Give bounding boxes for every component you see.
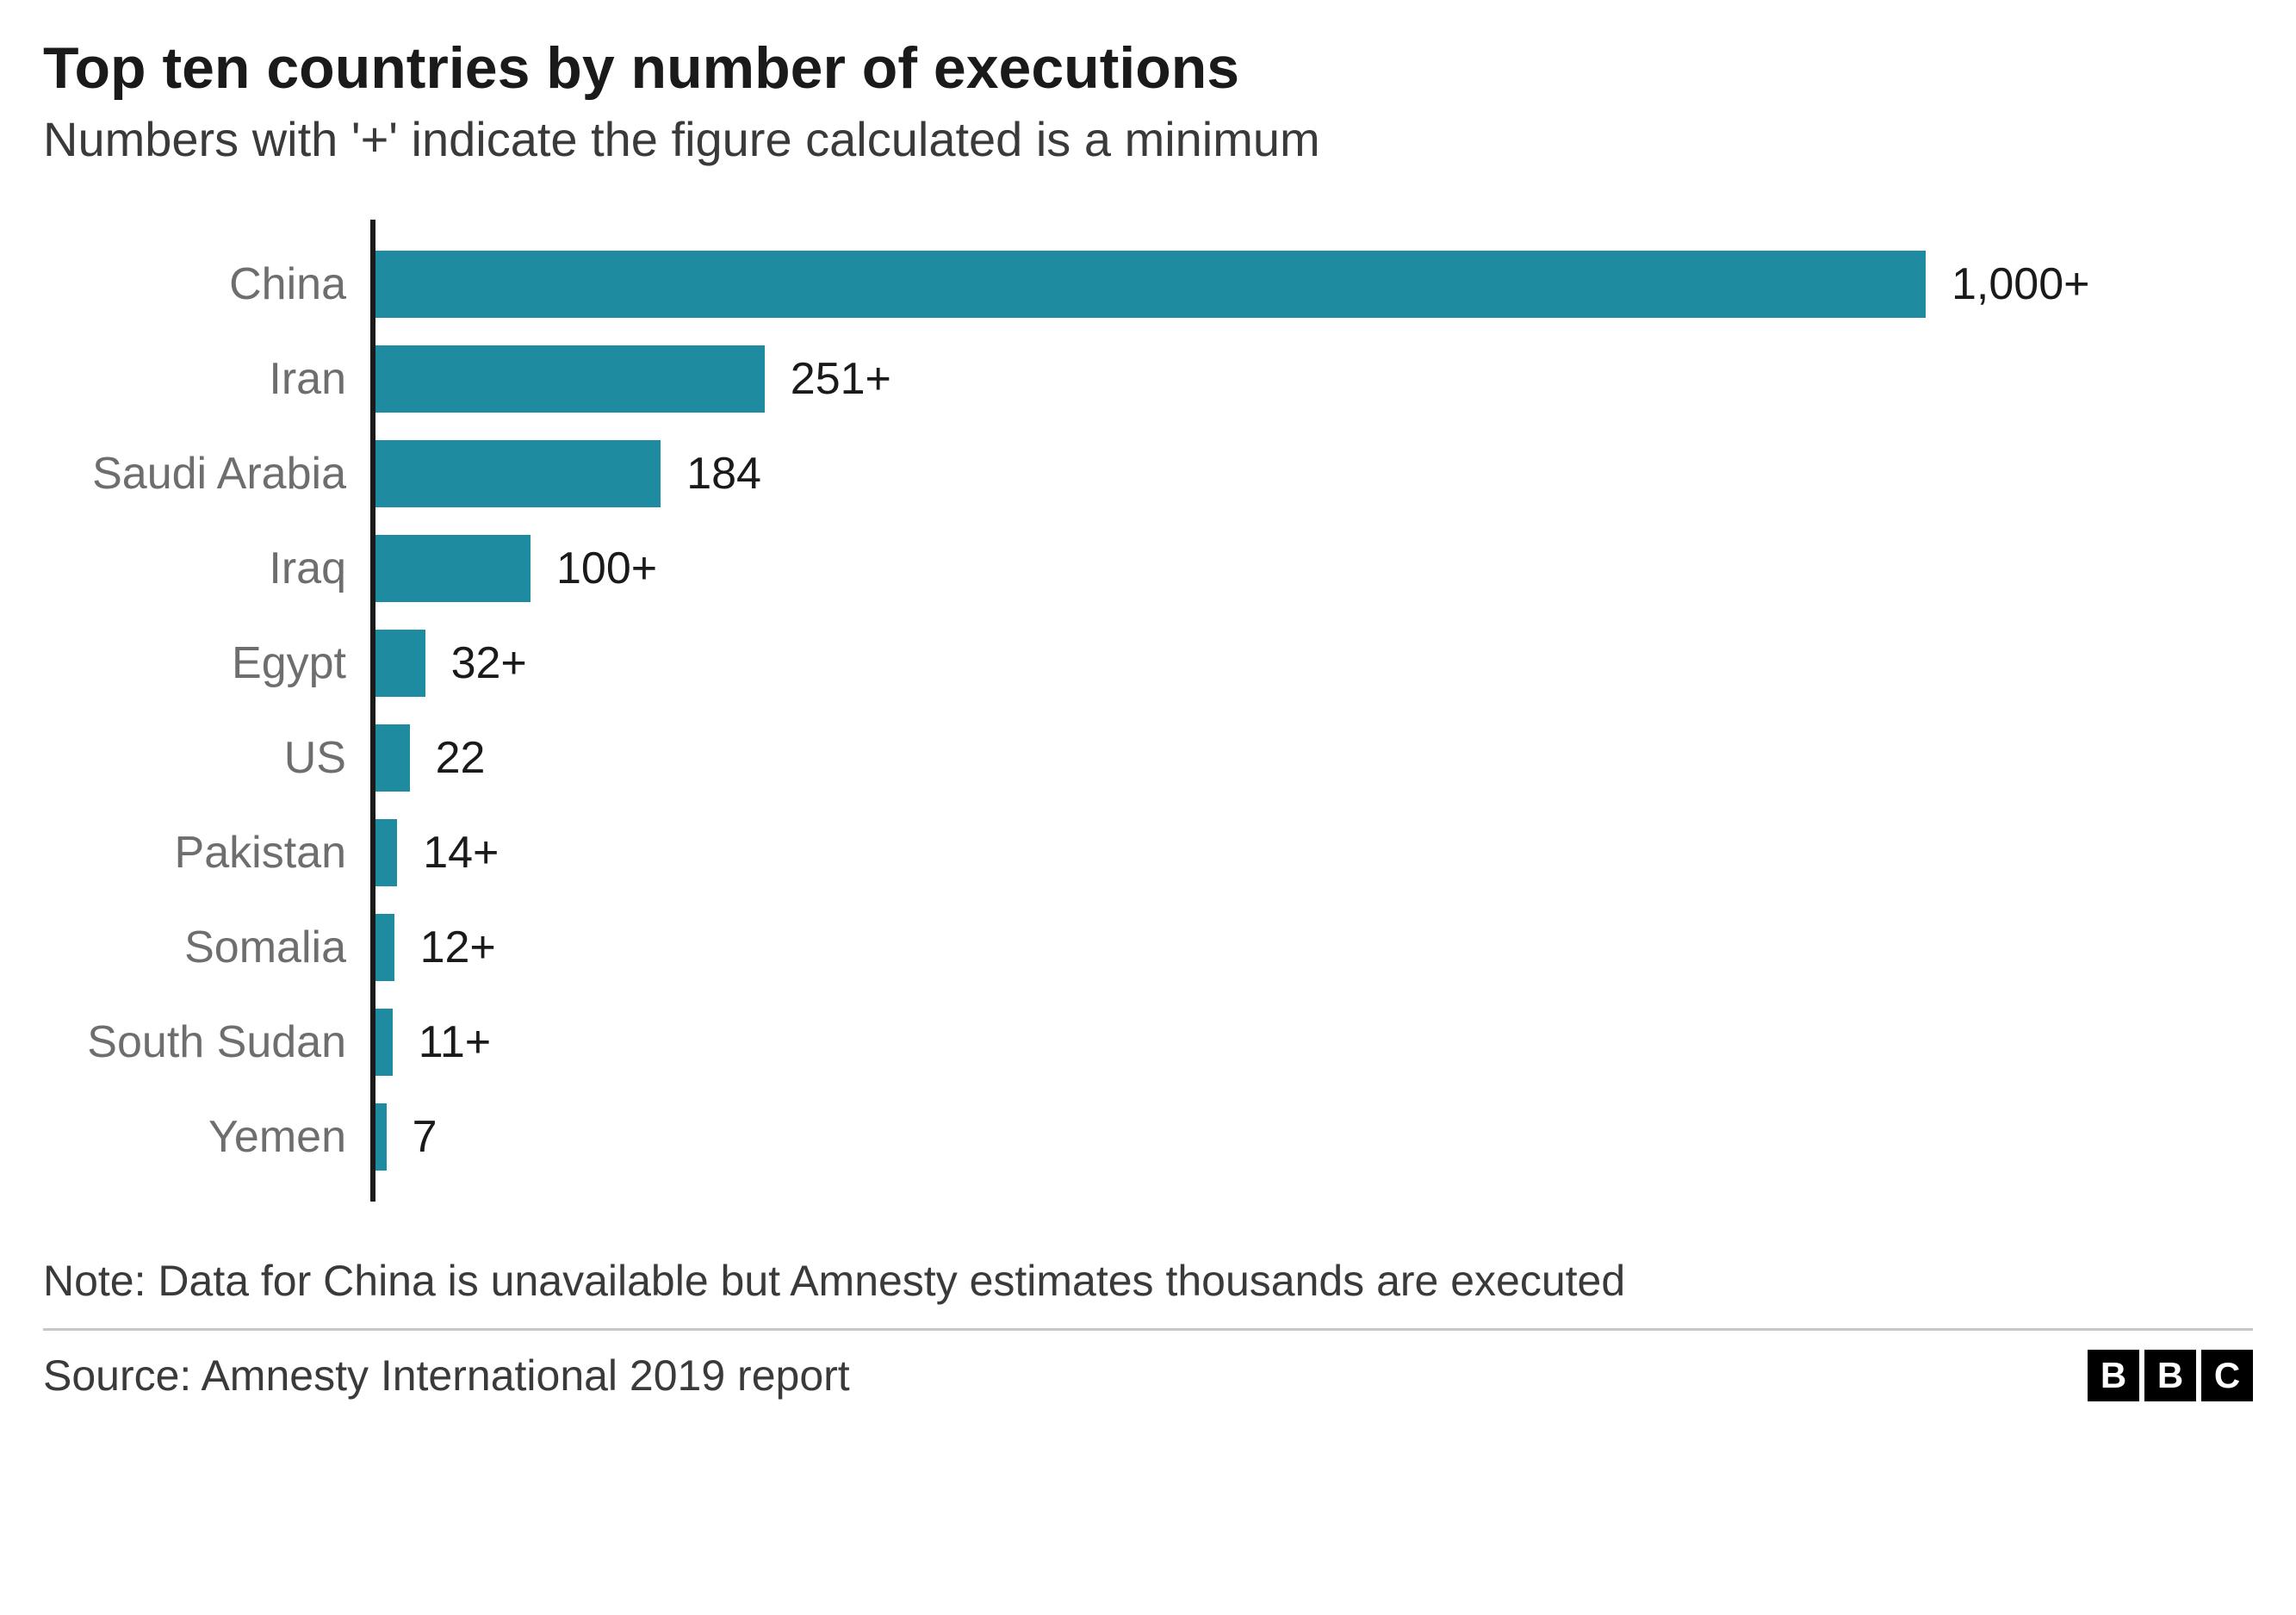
bar-label: Pakistan bbox=[175, 827, 346, 879]
chart-title: Top ten countries by number of execution… bbox=[43, 34, 2253, 102]
bar-label: Saudi Arabia bbox=[92, 448, 346, 500]
chart-body: China1,000+Iran251+Saudi Arabia184Iraq10… bbox=[43, 220, 2253, 1202]
bar-value: 184 bbox=[686, 448, 761, 500]
bar-value: 12+ bbox=[420, 922, 496, 973]
bar-value: 100+ bbox=[556, 543, 657, 594]
chart-note: Note: Data for China is unavailable but … bbox=[43, 1253, 2253, 1328]
bar-label: Iraq bbox=[269, 543, 346, 594]
bar bbox=[375, 914, 394, 981]
bar-value: 7 bbox=[413, 1111, 437, 1163]
bar-row: Yemen7 bbox=[370, 1090, 2253, 1184]
chart-source: Source: Amnesty International 2019 repor… bbox=[43, 1351, 850, 1401]
bar-row: US22 bbox=[370, 711, 2253, 805]
chart-subtitle: Numbers with '+' indicate the figure cal… bbox=[43, 110, 2253, 168]
bar bbox=[375, 251, 1926, 318]
bbc-logo-block: B bbox=[2088, 1350, 2139, 1401]
bar-row: Egypt32+ bbox=[370, 616, 2253, 711]
bar bbox=[375, 630, 425, 697]
bar-value: 1,000+ bbox=[1952, 258, 2090, 310]
bar bbox=[375, 1103, 387, 1171]
bar-row: South Sudan11+ bbox=[370, 995, 2253, 1090]
bar-label: China bbox=[229, 258, 346, 310]
bbc-logo-block: C bbox=[2201, 1350, 2253, 1401]
chart-container: Top ten countries by number of execution… bbox=[0, 0, 2296, 1427]
bbc-logo: BBC bbox=[2088, 1350, 2253, 1401]
bar-label: South Sudan bbox=[87, 1016, 346, 1068]
bar-label: US bbox=[284, 732, 346, 784]
bar-value: 22 bbox=[436, 732, 486, 784]
bbc-logo-block: B bbox=[2144, 1350, 2196, 1401]
chart-footer: Source: Amnesty International 2019 repor… bbox=[43, 1331, 2253, 1401]
bar-label: Egypt bbox=[232, 637, 346, 689]
bar bbox=[375, 535, 531, 602]
bar-label: Iran bbox=[269, 353, 346, 405]
bar-row: Iraq100+ bbox=[370, 521, 2253, 616]
bar bbox=[375, 724, 410, 792]
bar-row: Saudi Arabia184 bbox=[370, 426, 2253, 521]
bar-value: 11+ bbox=[419, 1016, 491, 1068]
bar-value: 14+ bbox=[423, 827, 499, 879]
bar-label: Somalia bbox=[184, 922, 346, 973]
bar-row: China1,000+ bbox=[370, 237, 2253, 332]
bar-row: Somalia12+ bbox=[370, 900, 2253, 995]
bar bbox=[375, 819, 397, 886]
bar-row: Pakistan14+ bbox=[370, 805, 2253, 900]
bar-value: 32+ bbox=[451, 637, 527, 689]
bar bbox=[375, 345, 765, 413]
bar-row: Iran251+ bbox=[370, 332, 2253, 426]
bar bbox=[375, 440, 661, 507]
bar bbox=[375, 1009, 393, 1076]
bar-value: 251+ bbox=[791, 353, 891, 405]
bar-label: Yemen bbox=[208, 1111, 346, 1163]
